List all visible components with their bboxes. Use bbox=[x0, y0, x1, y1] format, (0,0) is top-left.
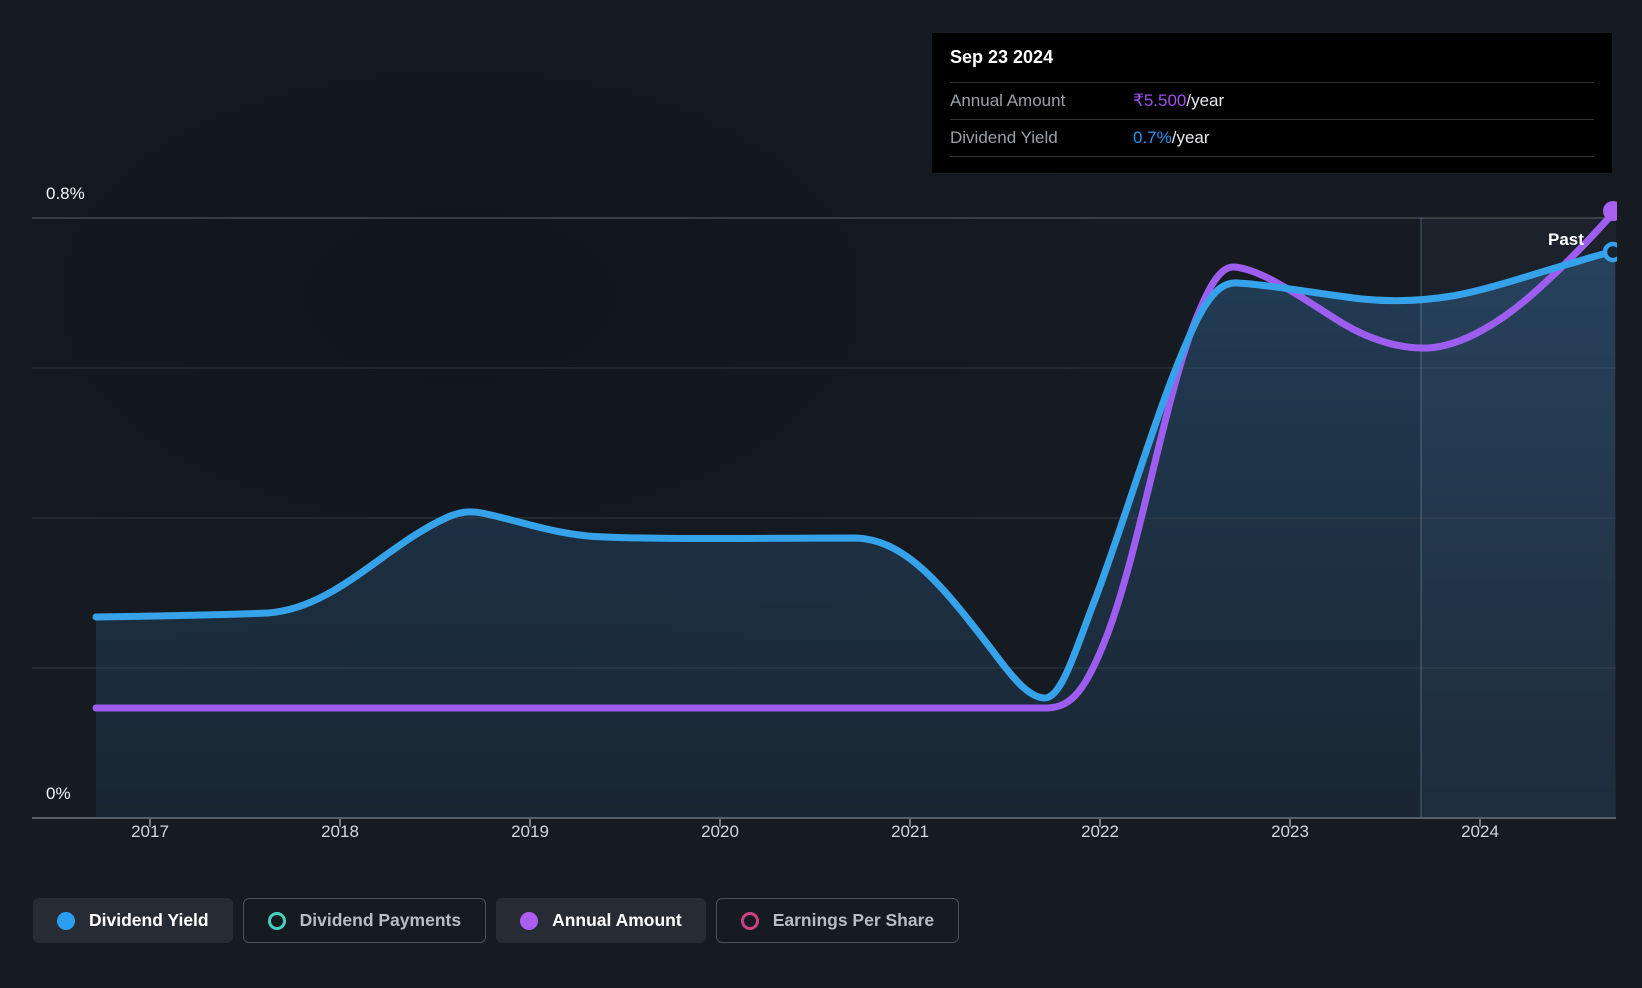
dividend-yield-dot-icon bbox=[57, 911, 75, 930]
dividend-payments-ring-icon bbox=[267, 911, 286, 930]
legend-label: Dividend Yield bbox=[89, 910, 209, 930]
x-axis-label-2024: 2024 bbox=[1461, 822, 1499, 841]
x-axis bbox=[32, 817, 1616, 827]
tooltip-date: Sep 23 2024 bbox=[950, 33, 1594, 83]
chart-tooltip: Sep 23 2024 Annual Amount ₹5.500/year Di… bbox=[932, 33, 1612, 173]
x-axis-label-2019: 2019 bbox=[511, 822, 549, 841]
earnings-per-share-ring-icon bbox=[740, 911, 759, 930]
tooltip-row-dividend-yield: Dividend Yield 0.7%/year bbox=[950, 120, 1594, 157]
x-axis-label-2018: 2018 bbox=[321, 822, 359, 841]
tooltip-label: Dividend Yield bbox=[950, 128, 1058, 147]
annual-amount-line bbox=[92, 207, 1619, 712]
tooltip-value: 0.7%/year bbox=[1133, 128, 1210, 147]
legend-label: Dividend Payments bbox=[299, 910, 462, 930]
dividend-yield-line bbox=[92, 247, 1619, 702]
chart-legend: Dividend Yield Dividend Payments Annual … bbox=[33, 898, 960, 943]
x-axis-label-2022: 2022 bbox=[1081, 822, 1119, 841]
tooltip-row-annual-amount: Annual Amount ₹5.500/year bbox=[950, 83, 1594, 120]
legend-item-dividend-yield[interactable]: Dividend Yield bbox=[33, 898, 233, 943]
dividend-yield-area bbox=[96, 251, 1615, 818]
past-label: Past bbox=[1548, 230, 1584, 249]
tooltip-label: Annual Amount bbox=[950, 91, 1066, 110]
x-axis-label-2021: 2021 bbox=[891, 822, 929, 841]
gridlines bbox=[32, 217, 1616, 669]
legend-item-annual-amount[interactable]: Annual Amount bbox=[496, 898, 706, 943]
y-axis-label-top: 0.8% bbox=[46, 184, 85, 203]
annual-amount-dot-icon bbox=[520, 911, 539, 930]
legend-item-dividend-payments[interactable]: Dividend Payments bbox=[242, 898, 487, 943]
right-edge-mask bbox=[1617, 0, 1642, 868]
tooltip-value: ₹5.500/year bbox=[1133, 91, 1225, 110]
x-axis-label-2017: 2017 bbox=[131, 822, 169, 841]
legend-item-earnings-per-share[interactable]: Earnings Per Share bbox=[715, 898, 960, 943]
annual-amount-endpoint-dot bbox=[1603, 201, 1623, 221]
gridlines-overlay bbox=[32, 367, 1616, 669]
x-axis-label-2023: 2023 bbox=[1271, 822, 1309, 841]
past-period-highlight bbox=[1421, 218, 1616, 818]
dividend-yield-endpoint-dot bbox=[1602, 241, 1624, 263]
legend-label: Annual Amount bbox=[552, 910, 682, 930]
y-axis-label-bottom: 0% bbox=[46, 784, 71, 803]
x-axis-label-2020: 2020 bbox=[701, 822, 739, 841]
legend-label: Earnings Per Share bbox=[772, 910, 935, 930]
